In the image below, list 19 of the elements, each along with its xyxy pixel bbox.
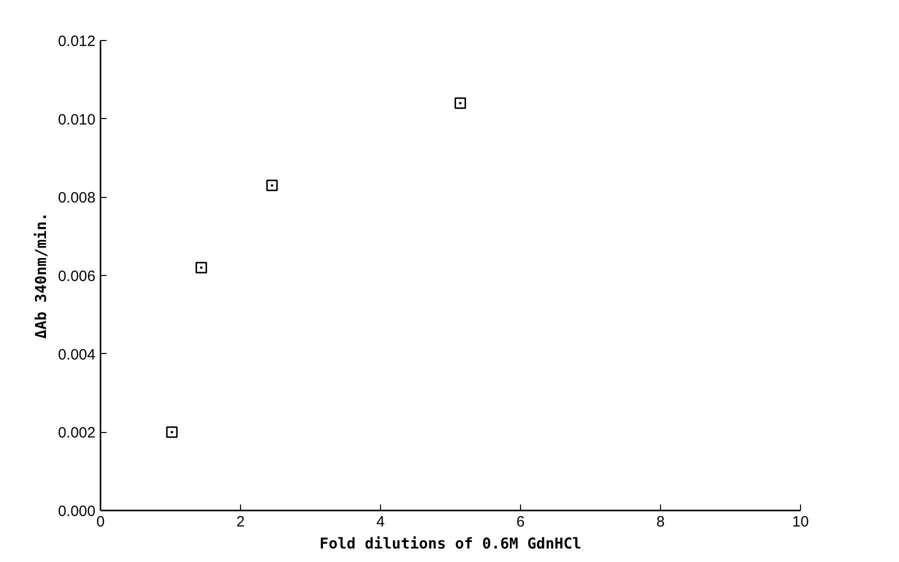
y-tick-label: 0.008 — [58, 190, 96, 207]
x-tick-label: 4 — [376, 514, 385, 530]
x-axis-title: Fold dilutions of 0.6M GdnHCl — [320, 534, 582, 552]
x-tick-label: 6 — [516, 514, 525, 530]
y-tick-label: 0.002 — [58, 424, 96, 442]
y-tick-label: 0.004 — [58, 346, 96, 364]
y-axis-title: ΔAb 340nm/min. — [32, 212, 50, 339]
point — [266, 180, 278, 192]
x-tick-label: 2 — [236, 514, 245, 530]
point — [196, 262, 208, 274]
y-tick-label: 0.010 — [58, 111, 96, 128]
x-tick-label: 0 — [96, 514, 105, 530]
x-tick-label: 10 — [792, 514, 809, 530]
point — [166, 426, 178, 438]
y-tick-label: 0.012 — [58, 33, 96, 50]
y-tick-label: 0.000 — [58, 503, 96, 520]
point — [454, 97, 466, 109]
y-tick-label: 0.006 — [58, 268, 96, 285]
x-tick-label: 8 — [656, 514, 665, 530]
